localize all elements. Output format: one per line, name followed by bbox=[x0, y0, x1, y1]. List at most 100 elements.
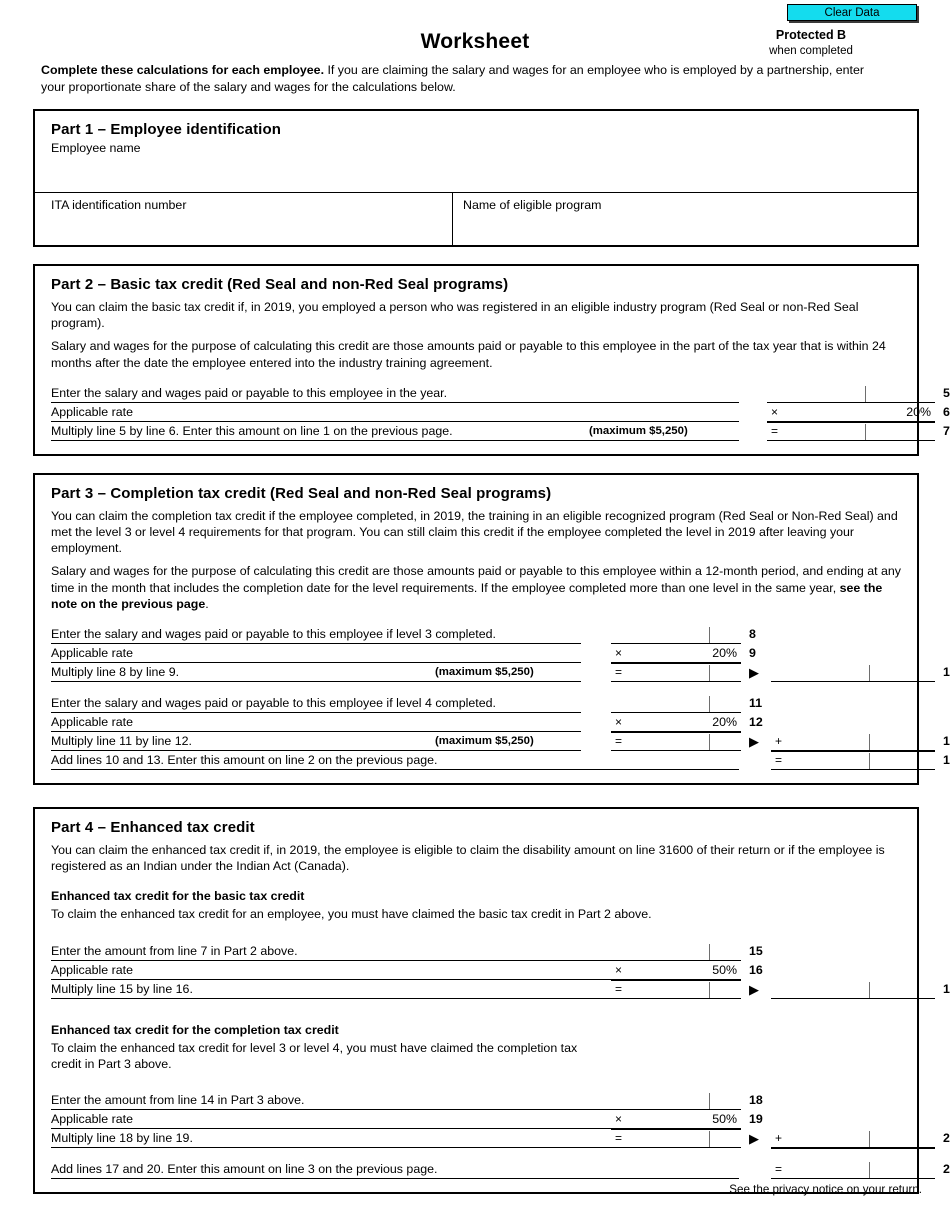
amount-rule-13 bbox=[611, 750, 741, 752]
cents-separator-7 bbox=[865, 423, 866, 440]
amount-rule-10 bbox=[611, 681, 741, 683]
privacy-notice: See the privacy notice on your return. bbox=[729, 1183, 922, 1196]
amount-field-7[interactable]: = bbox=[767, 423, 935, 442]
part-3-calculation-table: Enter the salary and wages paid or payab… bbox=[49, 626, 950, 771]
protected-b-label: Protected B bbox=[775, 28, 847, 42]
calc-label-11: Enter the salary and wages paid or payab… bbox=[51, 696, 496, 711]
amount-field-15[interactable] bbox=[611, 943, 741, 962]
part-3-paragraph-2-end: . bbox=[205, 596, 209, 611]
amount-rule-11 bbox=[611, 712, 741, 714]
part-3-title: Part 3 – Completion tax credit (Red Seal… bbox=[51, 485, 903, 502]
part-4-subheading-completion: Enhanced tax credit for the completion t… bbox=[51, 1022, 339, 1037]
cents-separator-17 bbox=[709, 981, 710, 998]
total-rule-17 bbox=[771, 997, 935, 999]
page-title: Worksheet bbox=[420, 30, 530, 53]
amount-rule-15 bbox=[611, 959, 741, 961]
line-number-14: 14 bbox=[943, 753, 950, 768]
calc-label-14: Add lines 10 and 13. Enter this amount o… bbox=[51, 753, 438, 768]
part-4-basic-calculation-table: Enter the amount from line 7 in Part 2 a… bbox=[49, 943, 950, 1000]
amount-field-9[interactable]: × 20% bbox=[611, 645, 741, 665]
amount-field-17a[interactable]: = bbox=[611, 981, 741, 1000]
intro-paragraph: Complete these calculations for each emp… bbox=[41, 62, 887, 95]
calc-row-21: Add lines 17 and 20. Enter this amount o… bbox=[49, 1149, 950, 1180]
total-field-10[interactable] bbox=[771, 664, 935, 683]
part-2-paragraph-1: You can claim the basic tax credit if, i… bbox=[51, 300, 859, 331]
eligible-program-label: Name of eligible program bbox=[463, 198, 602, 212]
cents-separator-13 bbox=[709, 734, 710, 751]
part-2-title-prefix: Part 2 bbox=[51, 276, 94, 293]
cents-separator-8 bbox=[709, 627, 710, 644]
operator-12: × bbox=[615, 715, 623, 730]
calc-label-rule-18 bbox=[51, 1109, 613, 1111]
calc-row-11: Enter the salary and wages paid or payab… bbox=[49, 683, 903, 714]
calc-label-16: Applicable rate bbox=[51, 962, 133, 977]
amount-field-5[interactable] bbox=[767, 385, 935, 404]
amount-field-6[interactable]: × 20% bbox=[767, 404, 935, 423]
part-4-title-prefix: Part 4 bbox=[51, 819, 94, 837]
part-1-title-prefix: Part 1 bbox=[51, 121, 94, 138]
amount-field-19[interactable]: × 50% bbox=[611, 1111, 741, 1131]
calc-label-8: Enter the salary and wages paid or payab… bbox=[51, 627, 496, 642]
part-2-title-dash: – bbox=[97, 276, 107, 293]
total-field-13[interactable]: + bbox=[771, 733, 935, 753]
amount-field-11[interactable] bbox=[611, 695, 741, 714]
part-4-title-text: Enhanced tax credit bbox=[110, 819, 255, 837]
part-3-paragraph-1: You can claim the completion tax credit … bbox=[51, 508, 898, 556]
cents-separator-11 bbox=[709, 696, 710, 713]
total-field-17[interactable] bbox=[771, 981, 935, 1000]
part-3-note-emphasis: see the note on the previous page bbox=[51, 580, 883, 611]
intro-bold-lead: Complete these calculations for each emp… bbox=[41, 63, 325, 77]
amount-rule-17 bbox=[611, 997, 741, 999]
calc-label-rule-20 bbox=[51, 1147, 613, 1149]
total-cents-separator-20 bbox=[869, 1131, 870, 1148]
carry-forward-arrow-icon-20: ▶ bbox=[749, 1131, 759, 1147]
amount-field-10a[interactable]: = bbox=[611, 664, 741, 683]
calc-label-10: Multiply line 8 by line 9. bbox=[51, 665, 180, 680]
value-12: 20% bbox=[712, 715, 737, 730]
amount-field-16[interactable]: × 50% bbox=[611, 962, 741, 981]
total-field-20[interactable]: + bbox=[771, 1130, 935, 1150]
total-operator-20: + bbox=[775, 1131, 783, 1146]
total-field-14[interactable]: = bbox=[771, 752, 935, 771]
part-3-paragraph-2-text: Salary and wages for the purpose of calc… bbox=[51, 564, 901, 595]
calc-label-rule-21 bbox=[51, 1178, 739, 1180]
cents-separator-18 bbox=[709, 1093, 710, 1110]
line-number-18: 18 bbox=[749, 1093, 763, 1108]
calc-label-17: Multiply line 15 by line 16. bbox=[51, 981, 193, 996]
amount-rule-16 bbox=[611, 978, 741, 981]
amount-field-12[interactable]: × 20% bbox=[611, 714, 741, 734]
calc-maximum-13: (maximum $5,250) bbox=[435, 735, 534, 748]
employee-name-row[interactable]: Employee name bbox=[35, 141, 917, 193]
calc-row-20: Multiply line 18 by line 19. = ▶ + 20 bbox=[49, 1130, 950, 1150]
calc-label-rule-15 bbox=[51, 959, 613, 961]
calc-row-15: Enter the amount from line 7 in Part 2 a… bbox=[49, 943, 903, 962]
calc-row-19: Applicable rate × 50% 19 bbox=[49, 1111, 903, 1131]
total-cents-separator-13 bbox=[869, 734, 870, 751]
part-1-title: Part 1 – Employee identification bbox=[51, 121, 903, 138]
amount-field-18[interactable] bbox=[611, 1092, 741, 1111]
total-operator-14: = bbox=[775, 753, 783, 768]
amount-rule-18 bbox=[611, 1109, 741, 1111]
calc-label-18: Enter the amount from line 14 in Part 3 … bbox=[51, 1093, 305, 1108]
calc-row-13: Multiply line 11 by line 12. (maximum $5… bbox=[49, 733, 950, 753]
operator-19: × bbox=[615, 1112, 623, 1127]
total-rule-10 bbox=[771, 681, 935, 683]
total-cents-separator-21 bbox=[869, 1162, 870, 1179]
amount-rule-7 bbox=[767, 439, 935, 441]
calc-row-10: Multiply line 8 by line 9. (maximum $5,2… bbox=[49, 664, 950, 683]
amount-field-13a[interactable]: = bbox=[611, 733, 741, 752]
amount-field-20a[interactable]: = bbox=[611, 1130, 741, 1149]
calc-label-rule-16 bbox=[51, 978, 613, 980]
part-4-title: Part 4 – Enhanced tax credit bbox=[51, 819, 903, 836]
part-3-title-prefix: Part 3 bbox=[51, 484, 94, 502]
total-cents-separator-17 bbox=[869, 981, 870, 998]
line-number-19: 19 bbox=[749, 1112, 763, 1127]
calc-row-9: Applicable rate × 20% 9 bbox=[49, 645, 903, 665]
total-field-21[interactable]: = bbox=[771, 1161, 935, 1180]
calc-row-14: Add lines 10 and 13. Enter this amount o… bbox=[49, 752, 950, 771]
calc-label-rule-5 bbox=[51, 401, 739, 403]
total-rule-14 bbox=[771, 769, 935, 771]
clear-data-button[interactable]: Clear Data bbox=[787, 4, 917, 21]
amount-field-8[interactable] bbox=[611, 626, 741, 645]
calc-row-12: Applicable rate × 20% 12 bbox=[49, 714, 903, 734]
